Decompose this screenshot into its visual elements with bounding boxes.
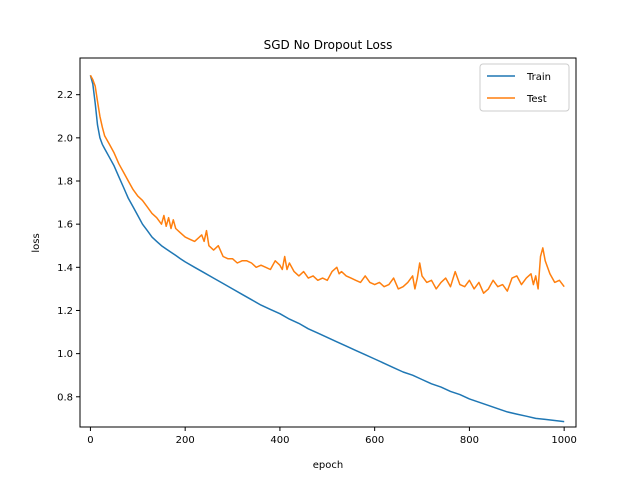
y-tick-label: 1.6 [57, 220, 73, 231]
x-tick-label: 600 [365, 435, 384, 446]
plot-frame [79, 57, 577, 428]
legend-box [479, 63, 570, 112]
y-tick-label: 1.4 [57, 263, 73, 274]
y-tick-label: 2.2 [57, 90, 73, 101]
y-tick-label: 1.0 [57, 349, 73, 360]
chart-title: SGD No Dropout Loss [264, 38, 393, 52]
x-axis: 0 200 400 600 800 1000 [87, 427, 577, 446]
x-tick-label: 200 [176, 435, 195, 446]
x-tick-label: 0 [87, 435, 93, 446]
y-tick-label: 2.0 [57, 133, 73, 144]
x-tick-label: 1000 [551, 435, 576, 446]
series-line-test [89, 74, 565, 294]
series-line-train [89, 75, 565, 423]
legend-label-train: Train [526, 72, 551, 83]
y-tick-label: 0.8 [57, 392, 73, 403]
legend-label-test: Test [526, 94, 547, 105]
x-tick-label: 800 [460, 435, 479, 446]
y-tick-label: 1.8 [57, 177, 73, 188]
y-axis-label: loss [31, 233, 42, 252]
x-axis-label: epoch [313, 460, 343, 471]
x-tick-label: 400 [270, 435, 289, 446]
y-tick-label: 1.2 [57, 306, 73, 317]
legend: Train Test [479, 63, 570, 112]
y-axis: 0.8 1.0 1.2 1.4 1.6 1.8 2.0 2.2 [57, 90, 80, 403]
plot-area [89, 74, 565, 423]
